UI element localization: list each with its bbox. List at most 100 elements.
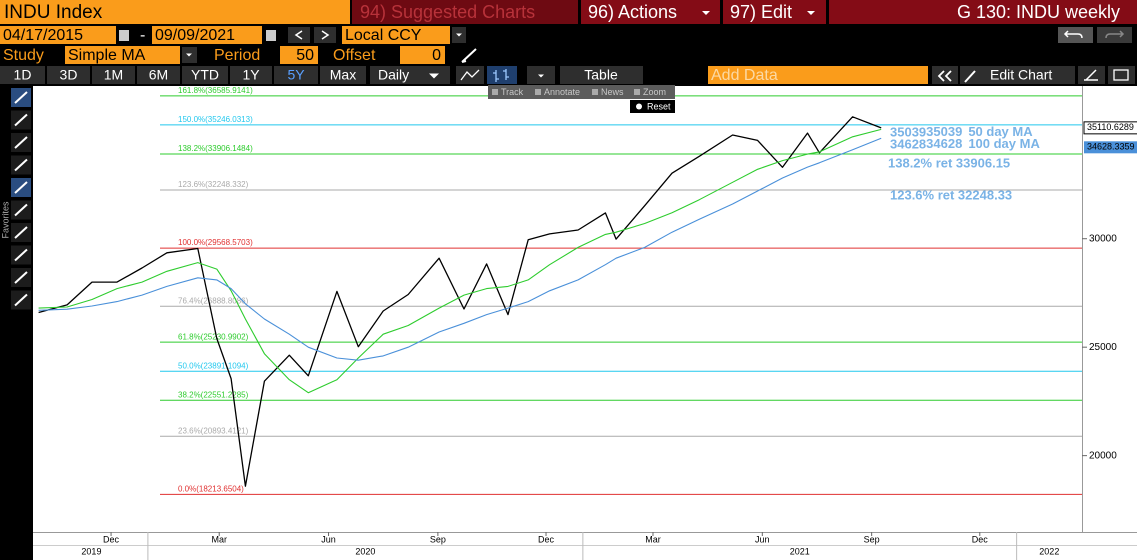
year-label: 2021 <box>790 546 810 556</box>
tool-icon <box>14 91 28 104</box>
start-date: 04/17/2015 <box>3 27 83 44</box>
retracement-label: 138.2%(33906.1484) <box>178 144 253 153</box>
last-value-box <box>1084 141 1137 154</box>
retracement-label: 161.8%(36585.9141) <box>178 86 253 95</box>
end-date-box[interactable] <box>152 26 262 44</box>
bar-icon-button[interactable] <box>487 66 517 84</box>
range-label: 1Y <box>242 67 260 83</box>
frequency: Daily <box>378 67 409 83</box>
redo-button[interactable] <box>1097 27 1132 43</box>
retracement-label: 23.6%(20893.4121) <box>178 426 249 435</box>
table-button[interactable] <box>560 66 643 84</box>
start-date-box[interactable] <box>0 26 116 44</box>
range-button[interactable] <box>137 66 180 84</box>
page-title: G 130: INDU weekly <box>957 2 1120 22</box>
retracement-label: 123.6%(32248.332) <box>178 180 249 189</box>
retracement-label: 100.0%(29568.5703) <box>178 238 253 247</box>
dropdown-arrow <box>186 53 192 57</box>
tool-icon <box>14 136 28 149</box>
next-button[interactable] <box>314 27 336 43</box>
range-label: Max <box>330 67 356 83</box>
frequency-button[interactable] <box>370 66 450 84</box>
dropdown-arrow <box>538 74 544 78</box>
range-label: 5Y <box>287 67 305 83</box>
x-tick-label: Sep <box>864 534 880 544</box>
range-label: YTD <box>191 67 219 83</box>
actions: 96) Actions <box>588 2 677 22</box>
range-button[interactable] <box>320 66 366 84</box>
tool-icon <box>14 181 28 194</box>
last-value-label: 35110.6289 <box>1087 122 1134 132</box>
ma-name: 50 day MA <box>968 124 1033 139</box>
retracement-label: 150.0%(35246.0313) <box>178 115 253 124</box>
edit-chart: Edit Chart <box>990 67 1052 83</box>
add-data-box[interactable] <box>708 66 928 84</box>
offset-box[interactable] <box>400 46 445 64</box>
chevron-right <box>321 30 330 40</box>
menu-item[interactable]: Zoom <box>643 87 666 97</box>
ticker: INDU Index <box>4 2 103 23</box>
menu-item[interactable]: News <box>601 87 624 97</box>
ma-value: 34628 <box>926 136 962 151</box>
range-label: 3D <box>60 67 78 83</box>
moving-average-note: 3503935039 50 day MA <box>890 124 1033 139</box>
edit-chart-button[interactable] <box>960 66 1075 84</box>
period-box[interactable] <box>280 46 318 64</box>
settings-icon <box>1084 69 1098 81</box>
year-label: 2020 <box>355 546 375 556</box>
currency-box[interactable] <box>342 26 450 44</box>
suggested-button[interactable] <box>352 0 578 24</box>
last-value-label: 34628.3359 <box>1087 142 1135 152</box>
tool-icon <box>14 158 28 172</box>
range-button[interactable] <box>92 66 135 84</box>
y-tick-label: 25000 <box>1089 342 1117 353</box>
range-button[interactable] <box>274 66 318 84</box>
expand-button[interactable] <box>1108 66 1135 84</box>
retracement-label: 50.0%(23891.1094) <box>178 361 249 370</box>
ticker-box[interactable] <box>0 0 350 24</box>
moving-average-line <box>38 128 882 394</box>
undo-button[interactable] <box>1058 27 1093 43</box>
range-label: 1M <box>104 67 123 83</box>
offset: 0 <box>432 47 441 64</box>
x-tick-label: Dec <box>538 534 555 544</box>
end-date: 09/09/2021 <box>155 27 235 44</box>
period-label: Period <box>214 47 260 64</box>
pencil-icon <box>964 70 976 83</box>
range-button[interactable] <box>47 66 90 84</box>
last-value-box <box>1083 121 1137 135</box>
calendar-icon[interactable] <box>119 30 129 41</box>
bar-icon <box>493 69 509 82</box>
actions-button[interactable] <box>581 0 720 24</box>
expand-icon <box>1113 69 1129 81</box>
x-tick-label: Jun <box>755 534 770 544</box>
date-separator: - <box>140 27 145 44</box>
menu-icon <box>592 89 598 95</box>
tool-icon <box>14 203 28 217</box>
range-button[interactable] <box>0 66 45 84</box>
price-line <box>38 116 882 487</box>
menu-item[interactable]: Annotate <box>544 87 580 97</box>
plot-area <box>33 85 1137 560</box>
offset-label: Offset <box>333 47 376 64</box>
retracement-note: 123.6% ret 32248.33 <box>890 187 1012 202</box>
collapse-icon <box>937 70 952 82</box>
reset-button[interactable] <box>630 100 675 113</box>
dropdown-arrow <box>807 11 815 15</box>
retracement-label: 61.8%(25230.9902) <box>178 332 249 341</box>
range-button[interactable] <box>230 66 272 84</box>
tool-icon <box>14 293 28 307</box>
range-button[interactable] <box>182 66 228 84</box>
retracement-label: 38.2%(22551.2285) <box>178 390 249 399</box>
prev-button[interactable] <box>288 27 310 43</box>
menu-item[interactable]: Track <box>501 87 524 97</box>
study-box[interactable] <box>65 46 180 64</box>
calendar-icon[interactable] <box>266 30 276 41</box>
collapse-button[interactable] <box>932 66 958 84</box>
x-tick-label: Mar <box>211 534 227 544</box>
y-tick-label: 20000 <box>1089 450 1117 461</box>
suggested-charts: 94) Suggested Charts <box>360 2 535 22</box>
pencil-icon[interactable] <box>461 48 477 63</box>
range-label: 6M <box>149 67 168 83</box>
menu-icon <box>492 89 498 95</box>
